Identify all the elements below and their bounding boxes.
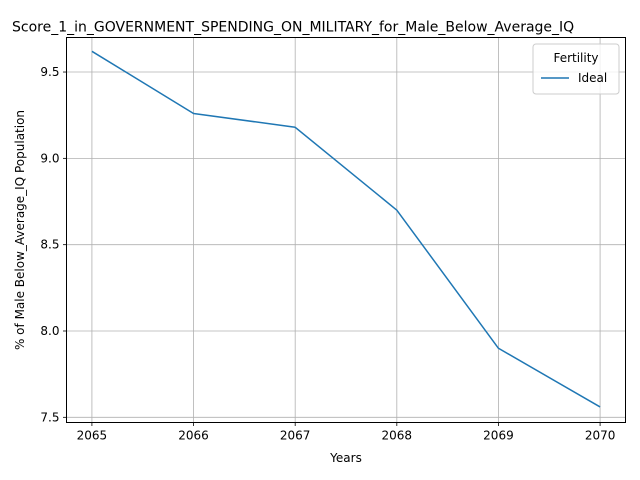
- legend: Fertility Ideal: [532, 43, 620, 95]
- y-tick-label: 9.5: [40, 65, 59, 79]
- y-tick-label: 7.5: [40, 410, 59, 424]
- legend-box: [532, 43, 620, 95]
- series-line-ideal: [91, 50, 601, 408]
- y-axis-label: % of Male Below_Average_IQ Population: [13, 110, 27, 350]
- y-axis: 7.5 8.0 8.5 9.0 9.5: [40, 65, 67, 424]
- x-tick-label: 2065: [77, 429, 108, 443]
- y-tick-label: 8.0: [40, 324, 59, 338]
- series-layer: [91, 50, 601, 408]
- x-tick-label: 2070: [585, 429, 616, 443]
- x-tick-label: 2067: [280, 429, 311, 443]
- legend-entry-ideal: Ideal: [578, 71, 607, 85]
- x-tick-label: 2069: [483, 429, 514, 443]
- x-axis: 2065 2066 2067 2068 2069 2070: [77, 422, 616, 443]
- legend-title: Fertility: [553, 51, 598, 65]
- y-tick-label: 8.5: [40, 238, 59, 252]
- x-tick-label: 2066: [178, 429, 209, 443]
- x-tick-label: 2068: [382, 429, 413, 443]
- grid: [66, 37, 626, 423]
- y-tick-label: 9.0: [40, 151, 59, 165]
- chart-title: Score_1_in_GOVERNMENT_SPENDING_ON_MILITA…: [12, 20, 574, 36]
- x-axis-label: Years: [329, 451, 362, 465]
- plot-area: [66, 37, 626, 423]
